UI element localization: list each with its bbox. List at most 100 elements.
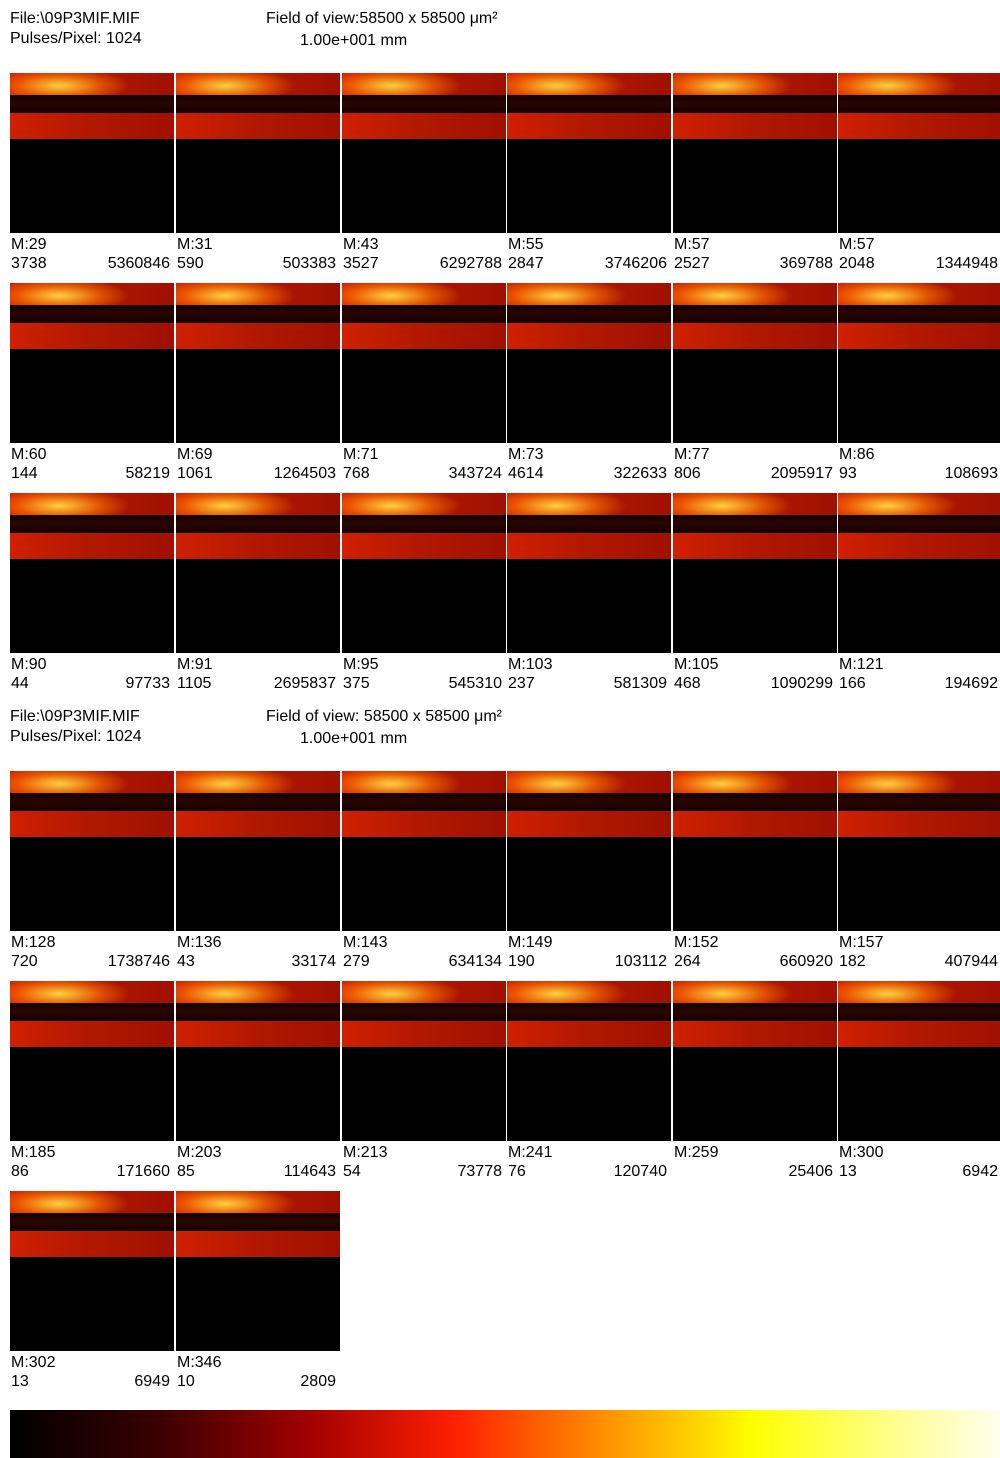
min-count: 93 [839, 465, 857, 482]
pulses-per-pixel: Pulses/Pixel: 1024 [10, 728, 142, 745]
min-count: 3527 [343, 255, 379, 272]
max-count: 6949 [134, 1373, 170, 1390]
min-count: 2847 [508, 255, 544, 272]
max-count: 343724 [448, 465, 502, 482]
max-count: 97733 [125, 675, 171, 692]
ion-image [176, 283, 340, 443]
max-count: 634134 [448, 953, 502, 970]
max-count: 503383 [282, 255, 336, 272]
mass-label: M:86 [839, 446, 875, 463]
min-count: 85 [177, 1163, 195, 1180]
mass-label: M:346 [177, 1354, 222, 1371]
max-count: 58219 [125, 465, 171, 482]
min-count: 720 [11, 953, 38, 970]
file-name: File:\09P3MIF.MIF [10, 708, 140, 725]
max-count: 2695837 [273, 675, 336, 692]
min-count: 86 [11, 1163, 29, 1180]
max-count: 581309 [613, 675, 667, 692]
mass-label: M:136 [177, 934, 222, 951]
ion-image [342, 283, 506, 443]
mass-label: M:57 [839, 236, 875, 253]
max-count: 114643 [283, 1163, 336, 1180]
min-count: 590 [177, 255, 204, 272]
mass-label: M:105 [674, 656, 719, 673]
max-count: 108693 [944, 465, 998, 482]
mass-label: M:43 [343, 236, 379, 253]
ion-image [10, 981, 174, 1141]
ion-image [838, 493, 1000, 653]
mass-label: M:143 [343, 934, 388, 951]
ion-image [342, 493, 506, 653]
mass-label: M:103 [508, 656, 553, 673]
ion-image [838, 283, 1000, 443]
min-count: 4614 [508, 465, 544, 482]
mass-label: M:29 [11, 236, 47, 253]
min-count: 806 [674, 465, 701, 482]
max-count: 407944 [944, 953, 998, 970]
mass-label: M:69 [177, 446, 213, 463]
ion-image [342, 73, 506, 233]
ion-image [176, 981, 340, 1141]
max-count: 3746206 [604, 255, 667, 272]
max-count: 545310 [448, 675, 502, 692]
ion-image [673, 73, 837, 233]
ion-image [673, 283, 837, 443]
mass-label: M:91 [177, 656, 213, 673]
ion-image [838, 73, 1000, 233]
max-count: 660920 [779, 953, 833, 970]
ion-image [176, 1191, 340, 1351]
ion-image [10, 493, 174, 653]
mass-label: M:302 [11, 1354, 56, 1371]
min-count: 1061 [177, 465, 213, 482]
ion-image [10, 1191, 174, 1351]
mass-label: M:149 [508, 934, 553, 951]
ion-image [838, 771, 1000, 931]
ion-image [673, 771, 837, 931]
mass-label: M:71 [343, 446, 379, 463]
min-count: 44 [11, 675, 29, 692]
ion-image [176, 73, 340, 233]
mass-label: M:55 [508, 236, 544, 253]
min-count: 10 [177, 1373, 195, 1390]
ion-image [507, 981, 671, 1141]
mass-label: M:57 [674, 236, 710, 253]
max-count: 5360846 [107, 255, 170, 272]
min-count: 2048 [839, 255, 875, 272]
mass-label: M:241 [508, 1144, 553, 1161]
max-count: 33174 [291, 953, 337, 970]
max-count: 322633 [613, 465, 667, 482]
mass-label: M:77 [674, 446, 710, 463]
ion-image [673, 493, 837, 653]
min-count: 144 [11, 465, 38, 482]
max-count: 171660 [116, 1163, 170, 1180]
min-count: 375 [343, 675, 370, 692]
min-count: 3738 [11, 255, 47, 272]
max-count: 369788 [779, 255, 833, 272]
mass-label: M:203 [177, 1144, 222, 1161]
mass-label: M:73 [508, 446, 544, 463]
max-count: 120740 [613, 1163, 667, 1180]
mass-label: M:90 [11, 656, 47, 673]
max-count: 25406 [788, 1163, 834, 1180]
pulses-per-pixel: Pulses/Pixel: 1024 [10, 30, 142, 47]
colorbar [10, 1410, 1000, 1458]
ion-image [176, 493, 340, 653]
mass-label: M:128 [11, 934, 56, 951]
ion-image [507, 283, 671, 443]
min-count: 264 [674, 953, 701, 970]
mass-label: M:213 [343, 1144, 388, 1161]
max-count: 2095917 [770, 465, 833, 482]
min-count: 1105 [177, 675, 212, 692]
max-count: 194692 [944, 675, 998, 692]
max-count: 1090299 [770, 675, 833, 692]
ion-image [507, 73, 671, 233]
max-count: 6942 [962, 1163, 998, 1180]
ion-image [10, 283, 174, 443]
ion-image [10, 771, 174, 931]
min-count: 190 [508, 953, 535, 970]
scale: 1.00e+001 mm [300, 32, 408, 49]
scale: 1.00e+001 mm [300, 730, 408, 747]
mass-label: M:121 [839, 656, 884, 673]
max-count: 1738746 [107, 953, 170, 970]
